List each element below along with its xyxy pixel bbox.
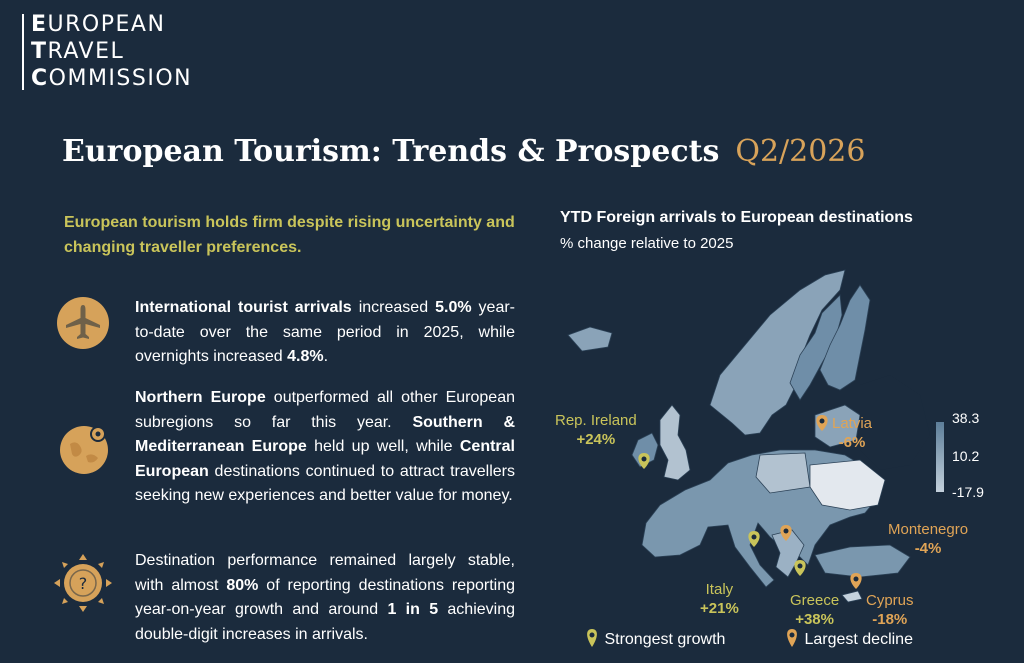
color-scale-bar (936, 422, 944, 492)
orange-pin-icon (787, 629, 797, 647)
logo-line-commission: COMMISSION (31, 66, 193, 91)
quarter-label: Q2/2026 (735, 134, 866, 169)
label-italy: Italy +21% (700, 581, 739, 617)
map-title: YTD Foreign arrivals to European destina… (560, 209, 913, 226)
pins (638, 415, 862, 589)
label-latvia: Latvia -6% (832, 415, 873, 451)
paragraph-arrivals: International tourist arrivals increased… (135, 299, 516, 365)
svg-text:?: ? (79, 574, 88, 593)
question-compass-icon: ? (52, 552, 114, 614)
label-ireland: Rep. Ireland +24% (555, 412, 637, 448)
europe-map (567, 269, 930, 603)
legend-growth: Strongest growth (584, 628, 725, 649)
globe-pin-icon (60, 426, 108, 474)
airplane-icon (57, 297, 109, 349)
green-pin-icon (587, 629, 597, 647)
legend-decline: Largest decline (784, 628, 913, 649)
logo-line-european: EUROPEAN (31, 12, 166, 37)
pin-ireland (638, 453, 650, 469)
logo-line-travel: TRAVEL (31, 39, 125, 64)
pin-italy (748, 531, 760, 547)
pin-montenegro (780, 525, 792, 541)
paragraph-subregions: Northern Europe outperformed all other E… (135, 389, 516, 504)
scale-mid: 10.2 (952, 448, 980, 464)
label-cyprus: Cyprus -18% (866, 592, 914, 628)
pin-greece (794, 560, 806, 576)
pin-cyprus (850, 573, 862, 589)
scale-max: 38.3 (952, 410, 980, 426)
scale-min: -17.9 (952, 484, 984, 500)
lead-summary: European tourism holds firm despite risi… (64, 214, 515, 256)
label-montenegro: Montenegro -4% (888, 521, 969, 557)
pin-latvia (816, 415, 828, 431)
map-subtitle: % change relative to 2025 (560, 235, 734, 252)
page-title: European Tourism: Trends & Prospects Q2/2… (62, 134, 866, 169)
label-greece: Greece +38% (790, 592, 840, 628)
paragraph-performance: Destination performance remained largely… (135, 552, 516, 643)
logo-divider (22, 14, 24, 90)
